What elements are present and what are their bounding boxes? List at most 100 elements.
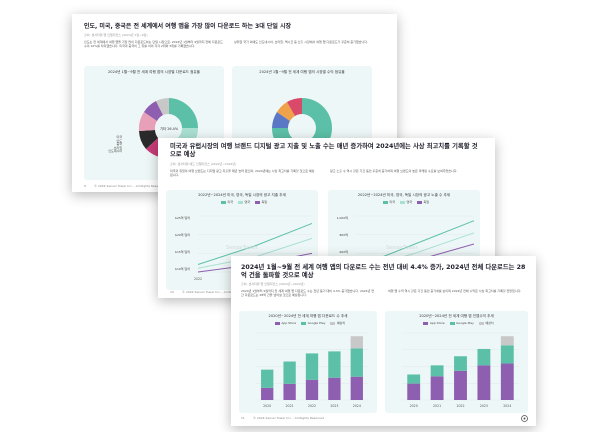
donut-slice-blue [272,112,290,128]
bar-Google Play-2024 [350,348,363,377]
x-tick-label: 2021 [286,404,294,408]
paragraph-left: 미국과 유럽의 여행 브랜드는 디지털 광고 지출을 매년 늘려 왔으며, 20… [170,169,315,178]
chart-legend: App Store Google Play 예상치 [239,321,377,325]
download-bar-chart: 2020 2021 2022 2023 2024 [256,332,368,408]
bar-예상치-2024 [350,336,363,349]
page-title: 미국과 유럽시장의 여행 브랜드 디지털 광고 지출 및 노출 수는 매년 증가… [170,143,478,158]
report-page-market-share: 인도, 미국, 중국은 전 세계에서 여행 앱을 가장 많이 다운로드 하는 3… [72,14,397,192]
source-note: 출처: 센서타워 애드 인텔리전스 (2022년~2024년) [170,162,237,166]
y-tick-label: $15억 달러 [175,250,190,254]
bar-App Store-2022 [305,379,319,400]
copyright-footer: © 2024 Sensor Tower Inc. - All Rights Re… [253,416,324,420]
source-note: 출처: 센서타워 앱 인텔리전스 (2020년~2024년) [241,282,305,286]
x-tick-label: 2020 [410,404,418,408]
donut-slice-red [287,97,302,116]
donut-slice-grey [156,98,169,115]
legend-label: App Store [429,321,445,325]
y-tick-label: $25억 달러 [175,216,190,220]
source-note: 출처: 센서타워 앱 인텔리전스 (2024년 1월~9월) [84,33,148,37]
chart-watermark: SensorTower [386,245,418,251]
bar-App Store-2023 [328,377,341,400]
page-number: 9 [84,184,86,188]
legend-swatch [423,321,429,325]
paragraph-left: 인도는 전 세계에서 여행 앱을 가장 많이 다운로드하는 단일 시장으로, 2… [84,40,223,49]
bar-Google Play-2024 [500,345,514,364]
bar-App Store-2022 [454,370,467,400]
legend-swatch [449,321,455,325]
page-number: 10 [170,290,174,294]
paragraph-right: 여행 앱 수익 역시 같은 기간 동안 증가세를 보이며 2024년 전체 수익… [388,289,522,293]
bar-App Store-2021 [430,376,444,400]
page-title: 2024년 1월~9월 전 세계 여행 앱의 다운로드 수는 전년 대비 4.4… [241,264,526,279]
legend-label: App Store [281,321,297,325]
market-labels: 미국 인도 중국 브라질 인도네시아 [92,135,122,154]
x-tick-label: 2021 [433,404,441,408]
legend-swatch [330,321,336,325]
chart-title: 2022년~2024년 미국, 영국, 독일 시장의 광고 지출 추세 [198,193,286,197]
legend-label: 독일 [261,200,268,204]
download-trend-panel: 2020년~2024년 전 세계 여행 앱 다운로드 수 추세 App Stor… [239,311,377,413]
y-tick-label: $10억 달러 [175,267,190,271]
y-tick-label: 800억 [339,233,349,237]
bar-App Store-2024 [350,376,363,400]
legend-label: 영국 [244,200,251,204]
legend-swatch [301,321,307,325]
y-axis-labels: $25억 달러 $20억 달러 $15억 달러 $10억 달러 [168,210,190,278]
chart-legend: App Store Google Play 예상치 [385,321,528,325]
bar-Google Play-2022 [305,353,319,380]
donut-slice-pink [138,112,157,131]
paragraph-right: 상위권 국가 외에도 인도네시아, 브라질, 멕시코 등 신흥 시장에서 여행 … [234,40,368,44]
revenue-bar-chart: 2020 2021 2022 2023 2024 [402,332,519,408]
donut-slice-dark [139,130,158,149]
legend-swatch [274,321,280,325]
copyright-footer: © 2024 Sensor Tower Inc. - All Rights Re… [182,290,253,294]
y-tick-label: 1,000억 [336,216,348,220]
bar-Google Play-2021 [283,361,296,384]
chart-watermark: SensorTower [226,245,258,251]
page-title: 인도, 미국, 중국은 전 세계에서 여행 앱을 가장 많이 다운로드 하는 3… [84,23,292,30]
market-label: 브라질 [113,145,122,150]
donut-slice-orange [277,102,295,121]
legend-swatch [416,200,422,204]
legend-swatch [382,200,388,204]
page-number: 11 [241,416,245,420]
bar-App Store-2020 [261,387,274,400]
chart-title: 2020년~2024년 전 세계 여행 앱 다운로드 수 추세 [268,314,348,318]
sensortower-logo-icon [521,415,528,422]
bar-예상치-2024 [500,336,514,346]
copyright-footer: © 2024 Sensor Tower Inc. - All Rights Re… [94,184,165,188]
market-label: 중국 [116,142,122,147]
donut-slice-purple [144,101,163,121]
bar-Google Play-2020 [261,369,274,388]
x-tick-label: 2023 [330,404,338,408]
x-tick-label: 2020 [263,404,271,408]
legend-swatch [254,200,260,204]
legend-label: 미국 [227,200,234,204]
legend-label: 미국 [389,200,396,204]
legend-swatch [478,321,484,325]
x-tick-label: 2024 [503,404,511,408]
series-line-미국 [197,223,313,266]
revenue-trend-panel: 2020년~2024년 전 세계 여행 앱 인앱수익 추세 App Store … [385,311,528,413]
y-tick-label: 600억 [339,250,349,254]
legend-swatch [220,200,226,204]
legend-label: Google Play [307,321,326,325]
market-label: 인도 [116,138,122,143]
paragraph-left: 2024년 1월부터 9월까지 전 세계 여행 앱 다운로드 수는 전년 동기 … [241,289,375,298]
panel-title: 2024년 1월~9월 전 세계 여행 앱의 시장별 다운로드 점유율 [108,70,200,74]
market-label: 인도네시아 [108,149,122,154]
bar-Google Play-2023 [477,348,491,366]
x-tick-label: 2023 [480,404,488,408]
legend-label: Google Play [456,321,474,325]
donut-slice-teal [169,98,198,128]
legend-swatch [237,200,243,204]
chart-title: 2020년~2024년 전 세계 여행 앱 인앱수익 추세 [419,314,494,318]
legend-label: 예상치 [336,321,346,325]
legend-label: 영국 [406,200,413,204]
bar-App Store-2021 [283,383,296,400]
paragraph-right: 광고 노출 수 역시 같은 기간 동안 꾸준히 증가하며 여행 브랜드의 높은 … [330,169,458,173]
chart-legend: 미국 영국 독일 [328,200,480,204]
chart-title: 2022년~2024년 미국, 영국, 독일 시장의 광고 노출 수 추세 [357,193,451,197]
legend-label: 독일 [423,200,430,204]
bar-App Store-2024 [500,363,514,400]
